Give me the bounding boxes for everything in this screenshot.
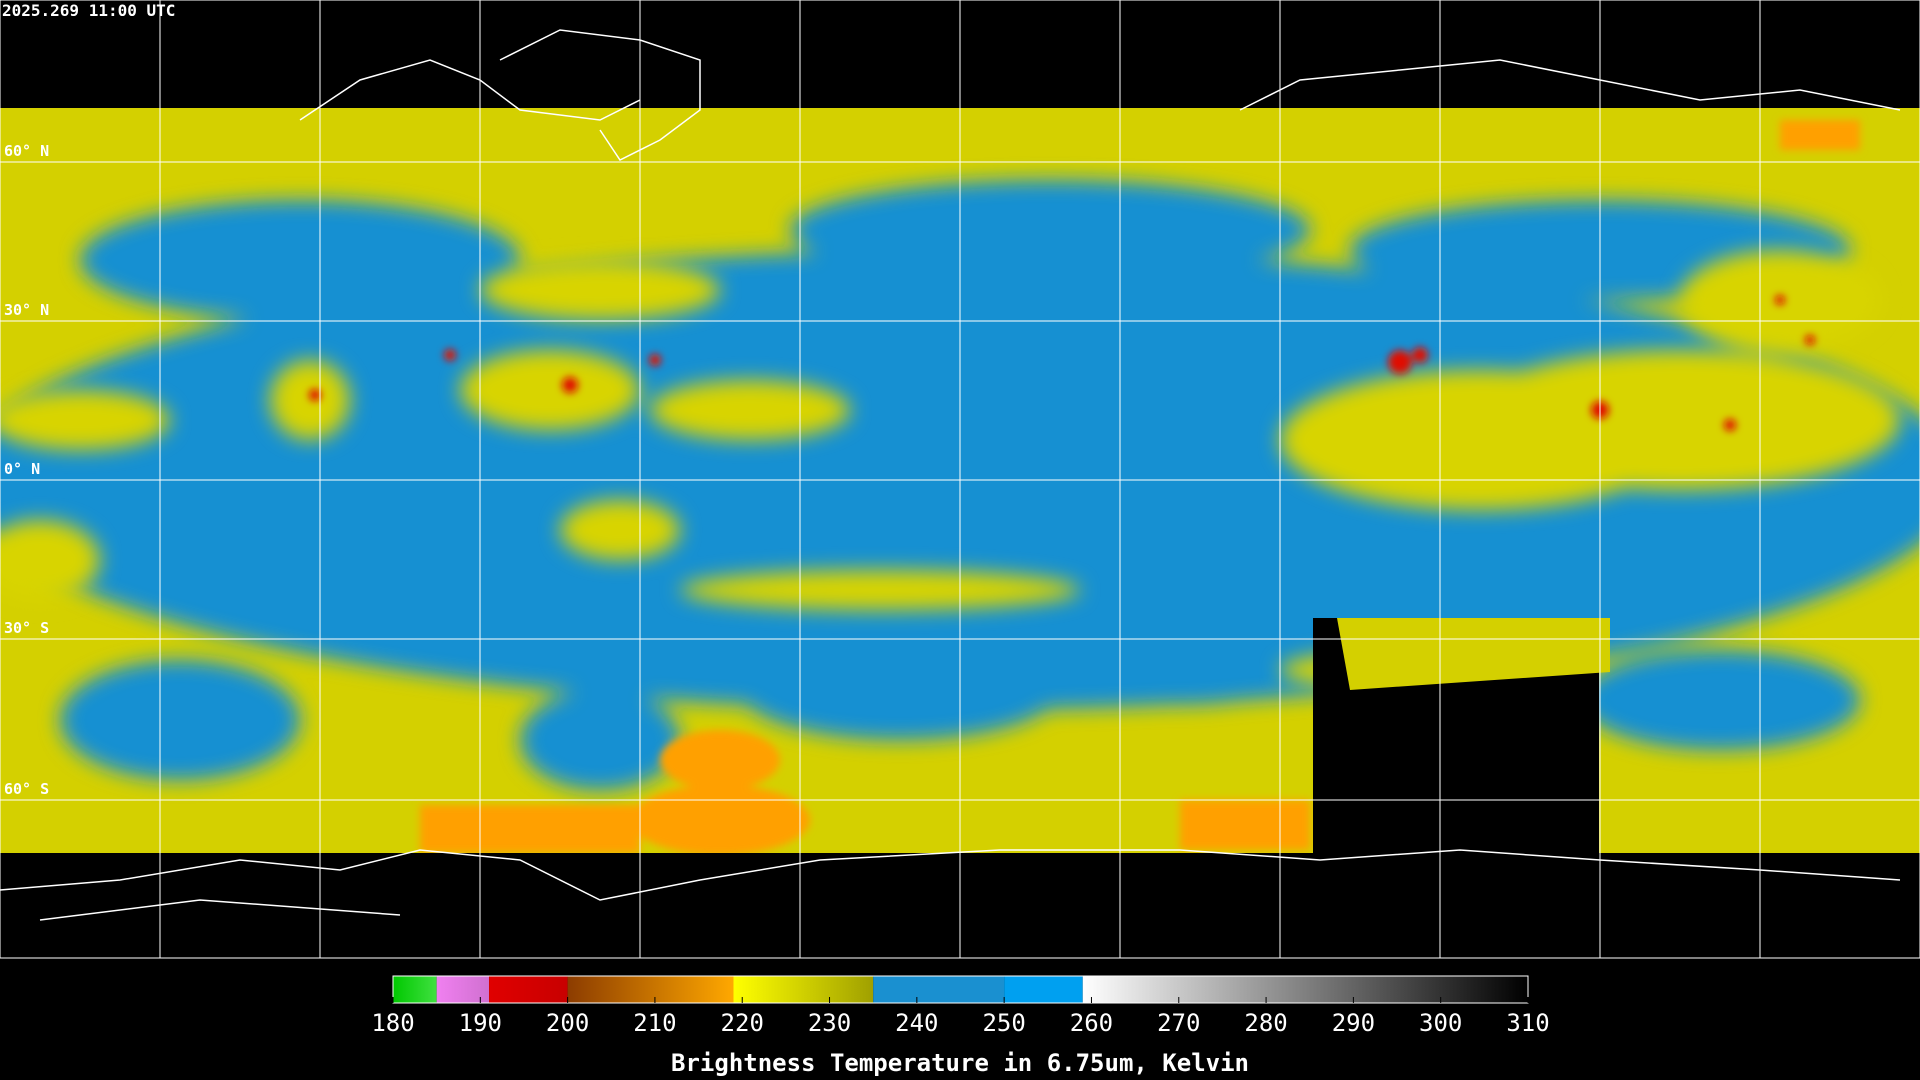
lat-label: 60° S [4,780,49,798]
colorbar-tick-label: 290 [1332,1009,1375,1037]
lat-label: 30° S [4,619,49,637]
graticule-lon [159,0,1761,958]
timestamp: 2025.269 11:00 UTC [2,1,175,20]
colorbar-tick-label: 300 [1419,1009,1462,1037]
lat-label: 30° N [4,301,49,319]
colorbar-tick-label: 310 [1506,1009,1549,1037]
colorbar-segment [733,976,874,1003]
colorbar-tick-label: 240 [895,1009,938,1037]
colorbar-tick-label: 190 [459,1009,502,1037]
colorbar: 180 190 200 210 220 230 240 250 260 270 280 290 300 3… [371,975,1550,1037]
colorbar-tick-label: 200 [546,1009,589,1037]
colorbar-tick-label: 260 [1070,1009,1113,1037]
colorbar-segment [873,976,1005,1003]
colorbar-tick-label: 180 [371,1009,414,1037]
lat-label: 60° N [4,142,49,160]
colorbar-tick-label: 250 [982,1009,1025,1037]
colorbar-segment [436,976,490,1003]
lat-label: 0° N [4,460,40,478]
colorbar-label: Brightness Temperature in 6.75um, Kelvin [671,1049,1249,1077]
colorbar-segment [1082,976,1528,1003]
colorbar-tick-label: 230 [808,1009,851,1037]
map-frame [0,0,1920,959]
colorbar-segment [567,976,734,1003]
colorbar-tick-label: 270 [1157,1009,1200,1037]
colorbar-segment [393,976,437,1003]
colorbar-frame [392,975,1529,1004]
coastlines [0,29,1901,921]
colorbar-segment [489,976,568,1003]
graticule-lat: 60° N 30° N 0° N 30° S 60° S [0,142,1920,801]
colorbar-segment [1004,976,1083,1003]
colorbar-tick-label: 280 [1244,1009,1287,1037]
colorbar-tick-label: 220 [721,1009,764,1037]
colorbar-tick-label: 210 [633,1009,676,1037]
